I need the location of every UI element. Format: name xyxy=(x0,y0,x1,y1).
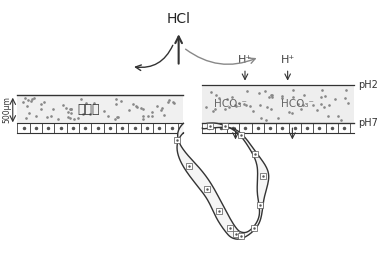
Bar xyxy=(227,123,239,133)
Polygon shape xyxy=(177,123,269,239)
Bar xyxy=(326,123,338,133)
Text: H⁺: H⁺ xyxy=(238,54,252,64)
Bar xyxy=(153,123,165,133)
Text: 粠液层: 粠液层 xyxy=(77,103,100,116)
Text: HCl: HCl xyxy=(167,12,191,26)
Bar xyxy=(338,123,350,133)
Text: pH2: pH2 xyxy=(358,80,377,90)
Bar xyxy=(264,123,276,133)
Bar xyxy=(67,123,79,133)
Bar xyxy=(276,123,288,133)
Text: pH7: pH7 xyxy=(358,118,377,128)
Text: H⁺: H⁺ xyxy=(280,54,295,64)
Bar xyxy=(55,123,67,133)
Bar xyxy=(104,123,116,133)
Polygon shape xyxy=(202,85,354,123)
Bar xyxy=(141,123,153,133)
Bar xyxy=(165,123,178,133)
Bar xyxy=(30,123,42,133)
Bar xyxy=(42,123,55,133)
Text: HCO₃⁻: HCO₃⁻ xyxy=(214,99,247,109)
Text: 500μm: 500μm xyxy=(2,96,11,123)
Polygon shape xyxy=(17,95,183,123)
Bar xyxy=(313,123,326,133)
Bar xyxy=(128,123,141,133)
Text: HCO₃⁻: HCO₃⁻ xyxy=(280,99,314,109)
Bar xyxy=(288,123,301,133)
Bar xyxy=(215,123,227,133)
Bar xyxy=(116,123,128,133)
Bar xyxy=(91,123,104,133)
Bar xyxy=(17,123,30,133)
Bar xyxy=(252,123,264,133)
Bar xyxy=(202,123,215,133)
Bar xyxy=(239,123,252,133)
Bar xyxy=(79,123,91,133)
Bar xyxy=(301,123,313,133)
